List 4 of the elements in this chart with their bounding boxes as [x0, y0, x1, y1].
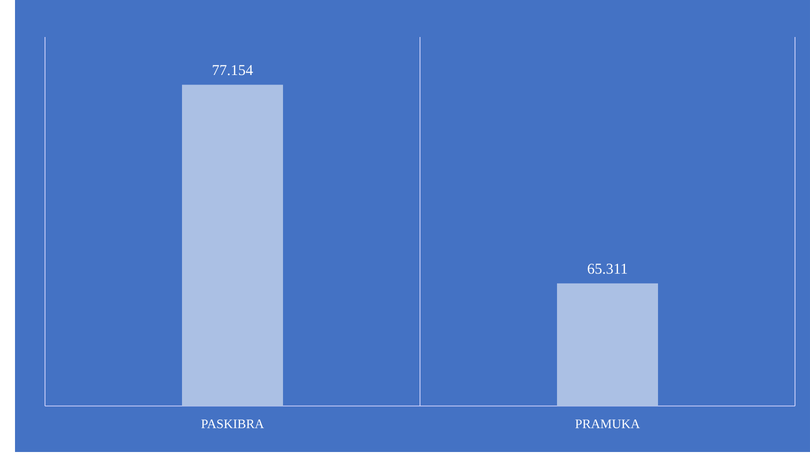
data-label: 77.154	[212, 65, 253, 76]
data-label: 65.311	[588, 264, 627, 274]
x-tick-label: PASKIBRA	[201, 420, 264, 428]
x-tick-label: PRAMUKA	[575, 420, 640, 428]
